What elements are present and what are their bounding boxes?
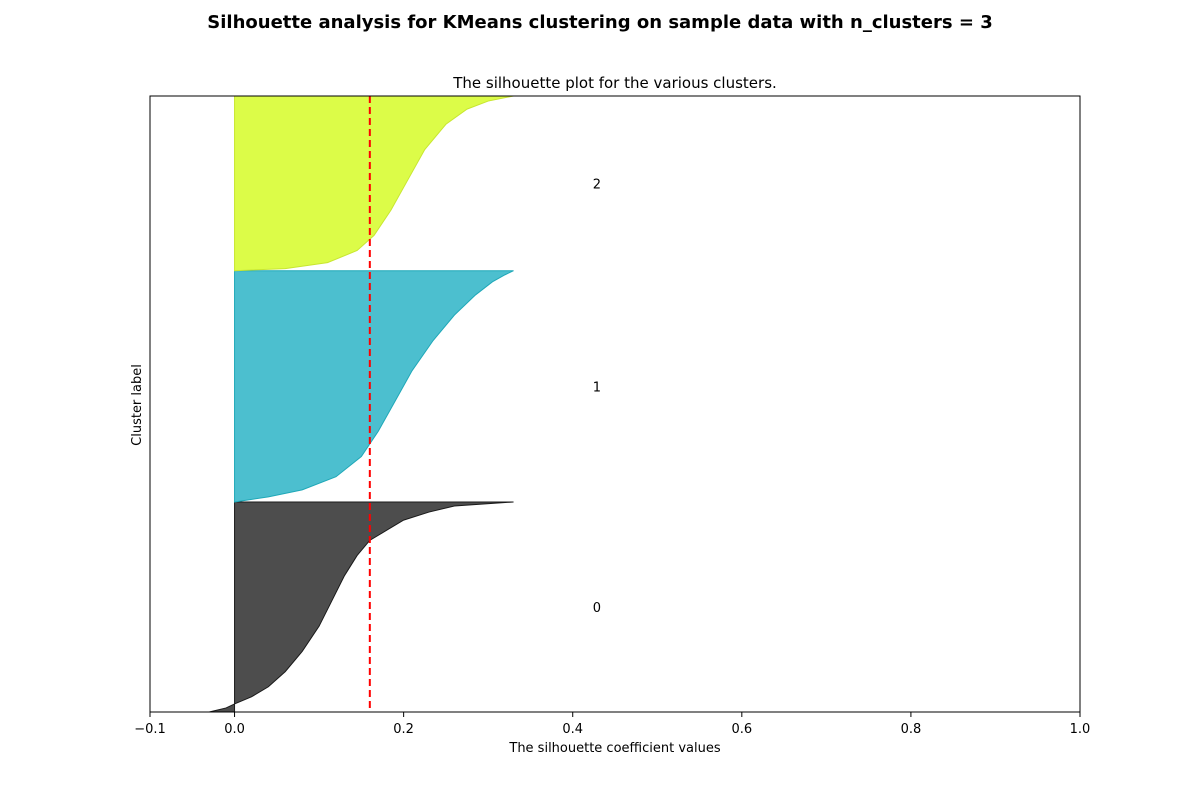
figure-title: Silhouette analysis for KMeans clusterin… bbox=[207, 12, 993, 33]
x-tick-label: 0.0 bbox=[224, 722, 245, 737]
x-tick-label: 0.8 bbox=[901, 722, 922, 737]
y-axis-label: Cluster label bbox=[130, 364, 145, 446]
cluster-areas bbox=[209, 96, 539, 712]
cluster-1-silhouette-area bbox=[234, 270, 514, 503]
x-axis-ticks: −0.1 0.0 0.2 0.4 0.6 0.8 1.0 bbox=[134, 712, 1090, 737]
cluster-0-silhouette-area bbox=[209, 501, 514, 712]
x-tick-label: −0.1 bbox=[134, 722, 166, 737]
cluster-label-0: 0 bbox=[593, 601, 601, 616]
x-tick-label: 1.0 bbox=[1070, 722, 1091, 737]
axes-title: The silhouette plot for the various clus… bbox=[452, 74, 777, 92]
cluster-2-silhouette-area bbox=[234, 96, 539, 272]
x-tick-label: 0.6 bbox=[731, 722, 752, 737]
cluster-labels: 0 1 2 bbox=[593, 177, 601, 616]
x-tick-label: 0.2 bbox=[393, 722, 414, 737]
plot-frame bbox=[149, 95, 1081, 713]
cluster-label-1: 1 bbox=[593, 380, 601, 395]
x-tick-label: 0.4 bbox=[562, 722, 583, 737]
x-axis-label: The silhouette coefficient values bbox=[508, 741, 720, 756]
cluster-label-2: 2 bbox=[593, 177, 601, 192]
